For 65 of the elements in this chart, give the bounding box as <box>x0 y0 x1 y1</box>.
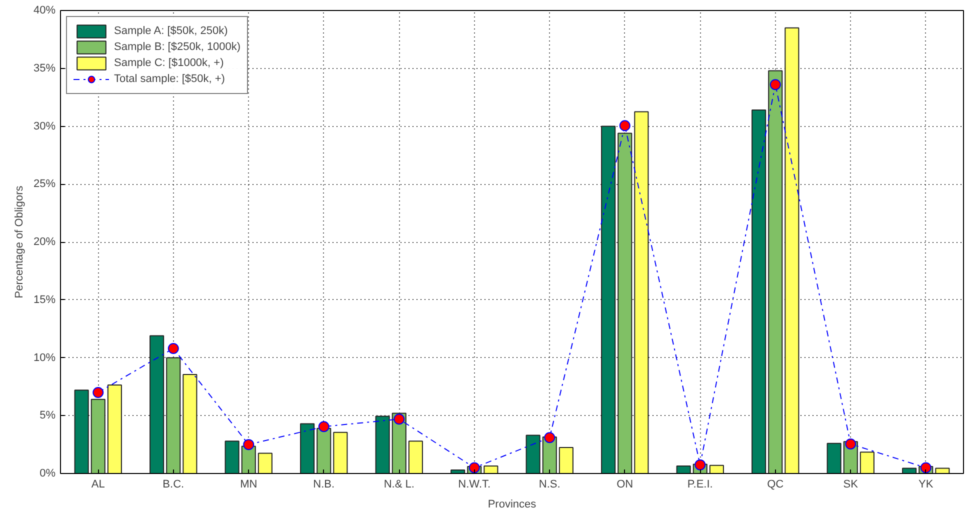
bar <box>166 357 181 474</box>
legend-label: Total sample: [$50k, +) <box>114 72 225 86</box>
x-tick-label: YK <box>918 478 934 490</box>
bar <box>860 452 874 474</box>
bar <box>258 452 272 474</box>
bar <box>709 464 724 474</box>
bar <box>618 132 632 474</box>
bar <box>484 465 498 474</box>
y-tick-label: 0% <box>40 468 56 480</box>
point <box>168 343 179 354</box>
y-tick-label: 5% <box>40 410 56 422</box>
bar <box>601 126 616 474</box>
x-tick-label: MN <box>240 478 258 490</box>
legend-label: Sample C: [$1000k, +) <box>114 56 224 70</box>
bar <box>752 110 766 474</box>
bar <box>826 442 842 474</box>
bar <box>333 432 348 474</box>
bar <box>107 384 122 474</box>
point <box>845 438 856 450</box>
bar <box>300 423 315 474</box>
x-tick-label: P.E.I. <box>687 478 713 490</box>
bar <box>784 27 800 474</box>
point <box>92 386 104 398</box>
y-tick-label: 10% <box>33 352 56 364</box>
x-tick-label: AL <box>91 478 105 490</box>
point <box>394 414 405 425</box>
point <box>619 120 630 132</box>
legend-label: Sample A: [$50k, 250k) <box>114 24 228 38</box>
point <box>243 439 254 450</box>
point <box>694 459 706 470</box>
x-tick-label: N.& L. <box>384 478 414 490</box>
point <box>920 462 932 474</box>
y-tick-label: 35% <box>33 62 56 74</box>
x-tick-label: QC <box>767 478 784 490</box>
y-tick-label: 15% <box>33 294 56 306</box>
legend-label: Sample B: [$250k, 1000k) <box>114 40 241 54</box>
bar <box>224 440 240 474</box>
x-axis-title: Provinces <box>488 498 537 510</box>
bar <box>90 398 106 474</box>
point <box>318 421 330 432</box>
bar <box>316 428 332 474</box>
bar <box>768 70 783 474</box>
y-tick-label: 25% <box>33 178 56 190</box>
bar <box>150 335 164 474</box>
bar <box>526 434 540 474</box>
point <box>468 462 480 474</box>
y-tick-label: 40% <box>33 4 56 16</box>
bar <box>558 446 574 474</box>
x-tick-label: N.S. <box>538 478 560 490</box>
bar <box>676 465 691 474</box>
y-tick-label: 30% <box>33 120 56 132</box>
x-tick-label: B.C. <box>162 478 184 490</box>
y-axis-title: Percentage of Obligors <box>13 185 26 298</box>
point <box>770 79 781 90</box>
y-tick-label: 20% <box>33 236 56 248</box>
bar <box>634 111 649 474</box>
bar <box>182 374 198 474</box>
bar <box>74 390 89 474</box>
x-tick-label: N.W.T. <box>458 478 491 490</box>
bar <box>408 440 423 474</box>
x-tick-label: ON <box>616 478 634 490</box>
bar <box>375 416 390 474</box>
x-tick-label: SK <box>843 478 859 490</box>
x-tick-label: N.B. <box>313 478 335 490</box>
point <box>544 432 556 444</box>
